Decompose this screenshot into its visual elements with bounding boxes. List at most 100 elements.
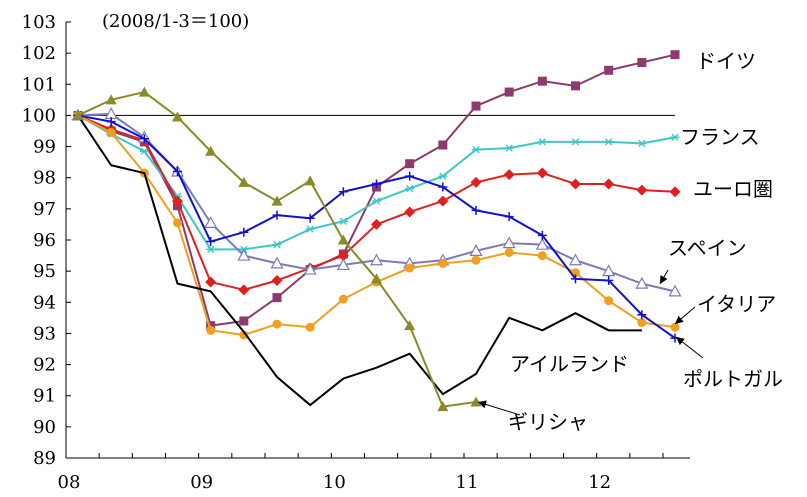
data-point [470, 176, 482, 188]
data-point [670, 133, 680, 141]
x-tick-label: 12 [588, 472, 611, 493]
series-label: ユーロ圏 [693, 177, 773, 201]
chart-subtitle: (2008/1-3＝100) [102, 11, 249, 32]
data-point [206, 321, 216, 331]
data-point [603, 178, 615, 190]
data-point [602, 264, 616, 277]
series-label: フランス [680, 125, 760, 149]
data-point [139, 134, 149, 144]
data-point [272, 210, 282, 220]
data-point [504, 247, 514, 257]
y-tick-label: 92 [33, 355, 56, 376]
data-point [670, 322, 680, 332]
data-point [272, 241, 282, 249]
y-tick-label: 101 [22, 74, 56, 95]
data-point [668, 284, 682, 297]
data-point [438, 172, 448, 180]
data-point [336, 258, 350, 271]
y-tick-label: 90 [33, 417, 56, 438]
series-label: ギリシャ [508, 410, 588, 434]
data-point [106, 128, 116, 138]
data-point [105, 94, 117, 105]
data-point [471, 101, 481, 111]
data-point [239, 330, 249, 340]
data-point [568, 253, 583, 266]
series-label: アイルランド [510, 352, 629, 376]
data-point [537, 138, 547, 146]
y-tick-label: 94 [33, 292, 56, 313]
data-point [72, 109, 84, 120]
series-label: ドイツ [696, 49, 756, 73]
data-point [204, 216, 218, 228]
data-point [239, 227, 249, 237]
series-line [77, 114, 642, 407]
series-label: スペイン [668, 236, 747, 260]
series-ユーロ圏 [72, 109, 681, 296]
data-point [471, 146, 481, 154]
y-tick-label: 102 [22, 43, 56, 64]
data-point [371, 218, 382, 230]
data-point [206, 245, 216, 253]
data-point [139, 147, 149, 155]
x-tick-label: 09 [190, 472, 213, 493]
data-point [405, 263, 415, 273]
data-point [305, 322, 315, 332]
data-point [270, 256, 284, 269]
data-point [537, 76, 547, 86]
y-tick-label: 98 [33, 168, 56, 189]
data-point [239, 316, 249, 326]
series-label: ポルトガル [683, 367, 783, 391]
data-point [138, 86, 150, 97]
data-point [405, 184, 415, 193]
data-point [604, 275, 614, 285]
data-point [173, 218, 182, 228]
series-label-arrow [477, 400, 521, 416]
y-axis: 89 90 91 92 93 94 95 96 97 98 99 100 101 102 103 [22, 12, 71, 469]
data-point [438, 258, 448, 268]
data-point [371, 273, 382, 284]
data-point [304, 175, 316, 186]
data-point [337, 234, 349, 245]
x-tick-label: 10 [323, 472, 346, 493]
y-tick-label: 99 [33, 137, 56, 158]
data-point [106, 117, 116, 127]
x-axis: 08 09 10 11 12 [58, 453, 690, 493]
data-point [205, 145, 217, 156]
data-point [372, 179, 381, 189]
data-point [305, 213, 315, 223]
series-ギリシャ [72, 86, 482, 412]
data-point [206, 237, 216, 247]
data-point [471, 205, 481, 215]
data-point [537, 251, 547, 261]
data-point [637, 318, 647, 328]
data-point [570, 178, 581, 190]
data-point [502, 236, 516, 249]
data-point [504, 212, 514, 222]
data-point [205, 276, 217, 288]
data-point [305, 225, 315, 233]
series-ポルトガル [73, 110, 680, 343]
data-point [470, 396, 482, 407]
data-point [405, 171, 415, 181]
series-label-arrow [674, 306, 696, 325]
series-layer [71, 50, 682, 412]
data-point [604, 296, 614, 306]
data-point [172, 111, 183, 122]
data-point [503, 169, 515, 181]
data-point [504, 144, 514, 152]
data-point [206, 325, 216, 335]
y-tick-label: 96 [33, 230, 56, 251]
data-point [571, 138, 580, 146]
data-point [571, 274, 580, 284]
y-tick-label: 103 [22, 12, 56, 33]
data-point [471, 255, 481, 265]
data-point [337, 250, 349, 262]
series-アイルランド [77, 114, 642, 407]
data-point [438, 140, 448, 150]
data-point [437, 195, 449, 207]
data-point [604, 138, 614, 146]
data-point [504, 87, 514, 97]
data-point [535, 237, 549, 250]
